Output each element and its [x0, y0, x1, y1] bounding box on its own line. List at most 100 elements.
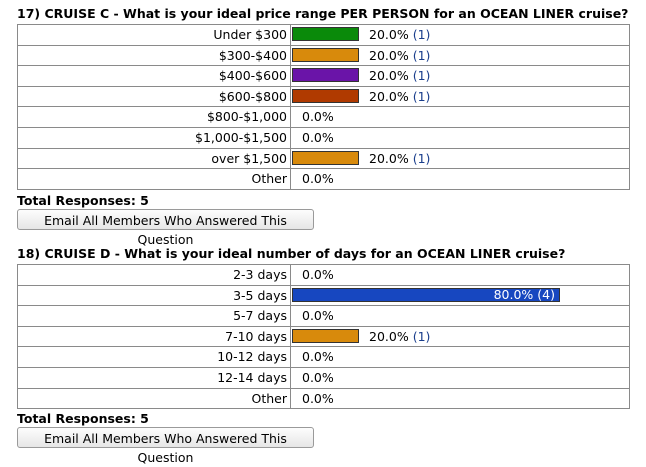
result-row: Under $300 20.0% (1)	[18, 25, 629, 46]
percent-text: 20.0% (1)	[369, 87, 430, 106]
result-row: $300-$400 20.0% (1)	[18, 45, 629, 67]
percent-text: 20.0% (1)	[369, 149, 430, 168]
bar-area: 0.0%	[292, 368, 629, 388]
response-count-link[interactable]: (1)	[412, 68, 431, 84]
result-row: 2-3 days 0.0%	[18, 265, 629, 286]
question-17-total-responses: Total Responses: 5	[17, 193, 149, 208]
percent-text: 0.0%	[302, 169, 334, 188]
percent-text: 20.0% (1)	[369, 327, 430, 346]
result-row: $1,000-$1,500 0.0%	[18, 127, 629, 149]
question-17-results-table: Under $300 20.0% (1) $300-$400 20.0% (1) $40…	[17, 24, 630, 190]
option-label: 2-3 days	[233, 267, 287, 282]
column-divider	[290, 25, 291, 45]
response-count-link[interactable]: (1)	[412, 150, 431, 166]
percent-value: 0.0%	[302, 349, 334, 365]
option-label: $600-$800	[218, 88, 287, 104]
bar-area: 0.0%	[292, 265, 629, 285]
option-label: $1,000-$1,500	[195, 129, 287, 145]
bar-area: 0.0%	[292, 128, 629, 148]
question-number: 18)	[17, 246, 41, 261]
bar-area: 80.0% (4)	[292, 286, 629, 306]
column-divider	[290, 367, 291, 388]
result-row: $400-$600 20.0% (1)	[18, 66, 629, 87]
question-17-email-members-button[interactable]: Email All Members Who Answered This Ques…	[17, 209, 314, 247]
question-18-results-table: 2-3 days 0.0% 3-5 days 80.0% (4) 5-7 days 0.0…	[17, 264, 630, 410]
percent-text: 0.0%	[302, 389, 334, 408]
bar-area: 20.0% (1)	[292, 46, 629, 66]
percent-value: 0.0%	[302, 369, 334, 385]
option-label: 10-12 days	[217, 349, 287, 365]
question-17-title: 17) CRUISE C - What is your ideal price …	[17, 6, 628, 21]
result-bar	[292, 328, 359, 343]
bar-area: 20.0% (1)	[292, 66, 629, 86]
column-divider	[290, 107, 291, 127]
column-divider	[290, 86, 291, 107]
percent-value: 20.0%	[369, 47, 409, 63]
percent-value: 0.0%	[302, 390, 334, 406]
percent-text: 0.0%	[302, 368, 334, 387]
percent-text: 0.0%	[302, 265, 334, 284]
bar-area: 20.0% (1)	[292, 149, 629, 169]
result-bar	[292, 47, 359, 62]
option-label: Other	[251, 390, 288, 406]
response-count-link[interactable]: (1)	[412, 47, 431, 63]
result-bar	[292, 150, 359, 165]
result-bar	[292, 27, 359, 41]
bar-area: 0.0%	[292, 389, 629, 409]
result-row: 7-10 days 20.0% (1)	[18, 326, 629, 348]
response-count-link[interactable]: (1)	[412, 328, 431, 344]
bar-area: 0.0%	[292, 306, 629, 326]
column-divider	[290, 306, 291, 326]
option-label: Other	[251, 171, 288, 187]
response-count-link[interactable]: (1)	[412, 27, 431, 42]
response-count-link[interactable]: (1)	[412, 88, 431, 104]
percent-text: 20.0% (1)	[369, 25, 430, 44]
option-label: 3-5 days	[233, 287, 287, 303]
percent-value: 0.0%	[302, 109, 334, 125]
result-row: $600-$800 20.0% (1)	[18, 86, 629, 108]
percent-text: 0.0%	[302, 107, 334, 126]
option-label: 12-14 days	[217, 369, 287, 385]
question-text: CRUISE C - What is your ideal price rang…	[44, 6, 629, 21]
percent-value: 0.0%	[302, 267, 334, 282]
option-label: $800-$1,000	[206, 109, 287, 125]
result-row: $800-$1,000 0.0%	[18, 107, 629, 128]
percent-text: 0.0%	[302, 347, 334, 366]
result-bar	[292, 68, 359, 83]
result-bar: 80.0% (4)	[292, 287, 560, 303]
column-divider	[290, 347, 291, 367]
column-divider	[290, 265, 291, 285]
question-18-email-members-button[interactable]: Email All Members Who Answered This Ques…	[17, 427, 314, 465]
response-count-link[interactable]: (4)	[537, 286, 555, 302]
result-row: 10-12 days 0.0%	[18, 347, 629, 368]
column-divider	[290, 326, 291, 347]
bar-area: 20.0% (1)	[292, 25, 629, 45]
bar-area: 0.0%	[292, 169, 629, 189]
option-label: over $1,500	[211, 150, 287, 166]
column-divider	[290, 169, 291, 189]
percent-value: 0.0%	[302, 171, 334, 187]
result-row: 5-7 days 0.0%	[18, 306, 629, 327]
question-18-title: 18) CRUISE D - What is your ideal number…	[17, 246, 565, 261]
percent-text: 80.0% (4)	[494, 287, 555, 303]
option-label: $400-$600	[218, 68, 287, 84]
column-divider	[290, 66, 291, 86]
result-row: 3-5 days 80.0% (4)	[18, 285, 629, 307]
column-divider	[290, 127, 291, 148]
bar-area: 0.0%	[292, 347, 629, 367]
option-label: 5-7 days	[233, 308, 287, 324]
question-18-total-responses: Total Responses: 5	[17, 411, 149, 426]
percent-text: 20.0% (1)	[369, 66, 430, 85]
option-label: Under $300	[213, 27, 287, 42]
question-number: 17)	[17, 6, 41, 21]
column-divider	[290, 388, 291, 409]
bar-area: 20.0% (1)	[292, 87, 629, 107]
result-row: over $1,500 20.0% (1)	[18, 148, 629, 170]
percent-text: 0.0%	[302, 128, 334, 147]
column-divider	[290, 285, 291, 306]
result-bar	[292, 88, 359, 103]
percent-text: 0.0%	[302, 306, 334, 325]
percent-value: 0.0%	[302, 308, 334, 324]
bar-area: 20.0% (1)	[292, 327, 629, 347]
result-row: 12-14 days 0.0%	[18, 367, 629, 389]
